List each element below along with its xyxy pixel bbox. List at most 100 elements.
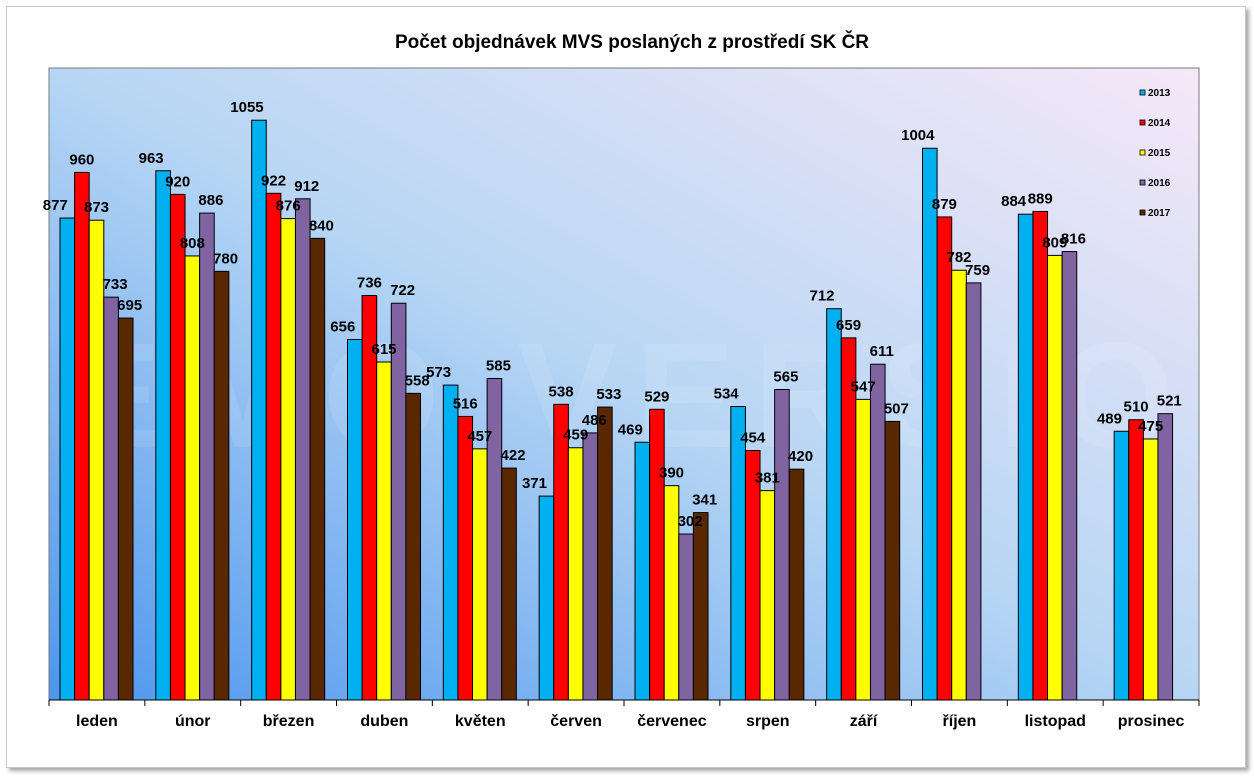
- data-label: 381: [755, 470, 780, 487]
- x-tick-label: listopad: [1025, 713, 1086, 730]
- data-label: 695: [117, 297, 142, 314]
- bar: [951, 269, 967, 701]
- bar: [405, 392, 421, 701]
- bar: [965, 282, 982, 701]
- bar: [826, 308, 842, 701]
- bar: [184, 255, 201, 701]
- bar: [1032, 210, 1049, 701]
- legend: 2013 2014 2015 2016 2017: [1139, 88, 1171, 219]
- data-label: 565: [773, 368, 798, 385]
- data-label: 659: [836, 317, 861, 334]
- data-label: 960: [69, 151, 94, 168]
- bar: [788, 468, 805, 701]
- data-label: 722: [390, 282, 415, 299]
- data-label: 912: [294, 178, 319, 195]
- x-tick-label: září: [850, 713, 878, 730]
- x-tick-label: říjen: [943, 713, 977, 730]
- data-label: 454: [740, 429, 766, 446]
- bar: [597, 406, 613, 701]
- data-label: 712: [809, 288, 834, 305]
- data-label: 529: [644, 388, 669, 405]
- bar: [936, 216, 953, 701]
- legend-swatch: [1139, 149, 1146, 156]
- x-tick-label: květen: [455, 713, 506, 730]
- legend-swatch: [1139, 209, 1146, 216]
- data-label: 341: [692, 492, 717, 509]
- bar: [1142, 438, 1159, 701]
- bar: [582, 432, 599, 701]
- data-label: 656: [330, 318, 355, 335]
- bar: [457, 415, 474, 701]
- bar: [199, 212, 215, 701]
- data-label: 876: [276, 198, 301, 215]
- bar: [376, 361, 392, 701]
- data-label: 1055: [230, 99, 263, 116]
- bar: [213, 270, 230, 701]
- bar: [347, 338, 363, 701]
- bar: [280, 218, 296, 701]
- data-label: 390: [659, 465, 684, 482]
- data-label: 889: [1028, 190, 1053, 207]
- chart-frame: Počet objednávek MVS poslaných z prostře…: [6, 6, 1246, 768]
- bar: [634, 441, 651, 701]
- data-label: 510: [1124, 399, 1149, 416]
- bar: [1113, 430, 1130, 701]
- data-label: 585: [486, 358, 511, 375]
- bar: [759, 490, 776, 701]
- data-label: 420: [788, 448, 813, 465]
- bar: [59, 217, 76, 701]
- data-label: 457: [467, 428, 492, 445]
- legend-label: 2014: [1148, 118, 1171, 129]
- data-label: 922: [261, 172, 286, 189]
- bar: [501, 467, 517, 701]
- bar: [884, 420, 901, 701]
- legend-label: 2017: [1148, 208, 1171, 219]
- data-label: 759: [965, 262, 990, 279]
- chart: Počet objednávek MVS poslaných z prostře…: [7, 31, 1245, 730]
- data-label: 920: [165, 173, 190, 190]
- data-label: 459: [563, 427, 588, 444]
- bar: [294, 198, 311, 701]
- x-tick-label: červenec: [637, 713, 706, 730]
- legend-swatch: [1139, 179, 1146, 186]
- data-label: 877: [43, 197, 68, 214]
- bar: [692, 512, 709, 701]
- data-label: 475: [1138, 418, 1163, 435]
- bar: [1061, 251, 1078, 701]
- bar: [1128, 419, 1144, 701]
- bar: [155, 170, 171, 701]
- data-label: 808: [180, 235, 205, 252]
- data-label: 886: [198, 192, 223, 209]
- data-label: 615: [371, 341, 396, 358]
- bar: [538, 495, 555, 701]
- x-tick-label: leden: [76, 713, 118, 730]
- bar: [486, 378, 503, 701]
- data-label: 507: [884, 400, 909, 417]
- data-label: 516: [453, 395, 478, 412]
- bar: [472, 448, 488, 701]
- bar: [1157, 413, 1174, 701]
- bar: [553, 403, 569, 701]
- data-label: 371: [522, 475, 547, 492]
- data-label: 538: [549, 383, 574, 400]
- x-tick-label: prosinec: [1118, 713, 1185, 730]
- data-label: 302: [678, 513, 703, 530]
- data-label: 521: [1157, 393, 1182, 410]
- bar: [567, 447, 584, 701]
- x-tick-label: červen: [550, 713, 602, 730]
- chart-title: Počet objednávek MVS poslaných z prostře…: [395, 31, 869, 53]
- legend-swatch: [1139, 119, 1146, 126]
- data-label: 486: [582, 412, 607, 429]
- bar: [390, 302, 407, 701]
- bars-group: [59, 119, 1174, 701]
- data-label: 558: [405, 372, 430, 389]
- bar: [1017, 213, 1034, 701]
- legend-label: 2016: [1148, 178, 1171, 189]
- data-label: 1004: [901, 127, 935, 144]
- bar: [678, 533, 694, 701]
- bar: [103, 296, 119, 701]
- bar: [922, 147, 938, 701]
- bar: [117, 317, 134, 701]
- plot-area: [48, 67, 1200, 701]
- data-label: 884: [1001, 193, 1027, 210]
